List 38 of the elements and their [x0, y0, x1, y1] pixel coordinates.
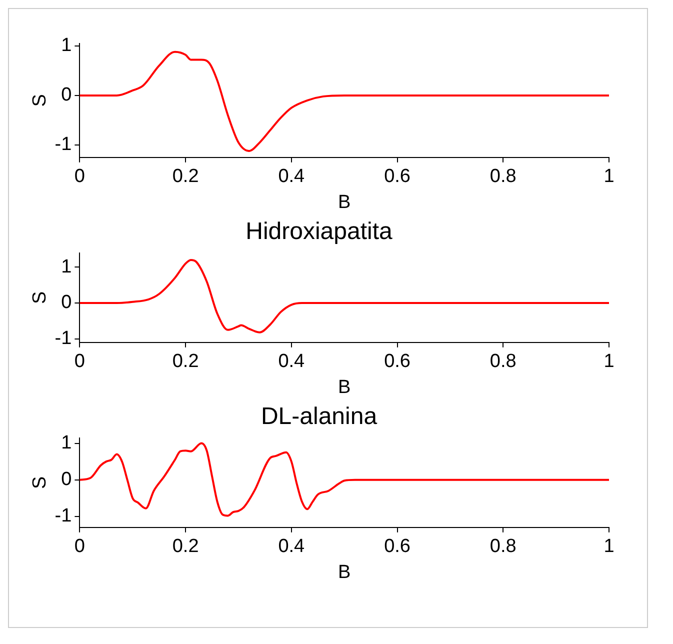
chart-title: DL-alanina — [260, 403, 378, 430]
x-tick-label: 0.8 — [490, 536, 516, 558]
x-axis-title: B — [338, 192, 351, 213]
x-axis-title: B — [338, 376, 351, 398]
x-tick-label: 0.4 — [278, 166, 306, 188]
x-tick-label: 0.6 — [384, 536, 410, 558]
y-tick-label: -1 — [54, 134, 72, 156]
line-series — [80, 258, 609, 334]
x-tick-label: 0.2 — [172, 166, 199, 188]
x-tick-label: 0.4 — [278, 536, 306, 558]
x-tick-label: 0.2 — [172, 536, 199, 558]
x-tick-label: 0 — [74, 166, 85, 188]
x-tick-label: 0 — [74, 536, 85, 558]
x-tick-label: 0.8 — [490, 351, 516, 372]
x-tick-label: 0 — [74, 351, 85, 372]
y-tick-label: 0 — [61, 292, 72, 314]
y-axis-title: S — [30, 476, 51, 489]
line-series — [80, 442, 609, 517]
y-tick-label: 1 — [61, 256, 72, 278]
y-axis-title: S — [30, 94, 51, 107]
x-tick-label: 1 — [604, 536, 614, 558]
y-tick-label: 0 — [61, 84, 72, 106]
x-tick-label: 0.2 — [172, 351, 199, 372]
x-axis-title: B — [338, 562, 351, 583]
x-tick-label: 0.4 — [278, 351, 306, 372]
x-tick-label: 0.6 — [384, 166, 410, 188]
y-tick-label: -1 — [54, 328, 72, 350]
x-tick-label: 0.6 — [384, 351, 410, 372]
x-tick-label: 0.8 — [490, 166, 516, 188]
x-tick-label: 1 — [604, 166, 614, 188]
y-axis-title: S — [30, 291, 51, 304]
x-tick-label: 1 — [604, 351, 614, 372]
y-tick-label: 0 — [61, 469, 72, 490]
y-tick-label: 1 — [61, 35, 72, 56]
y-tick-label: -1 — [54, 506, 72, 527]
line-series — [80, 50, 609, 152]
y-tick-label: 1 — [61, 432, 72, 454]
chart-title: Hidroxiapatita — [246, 218, 394, 246]
